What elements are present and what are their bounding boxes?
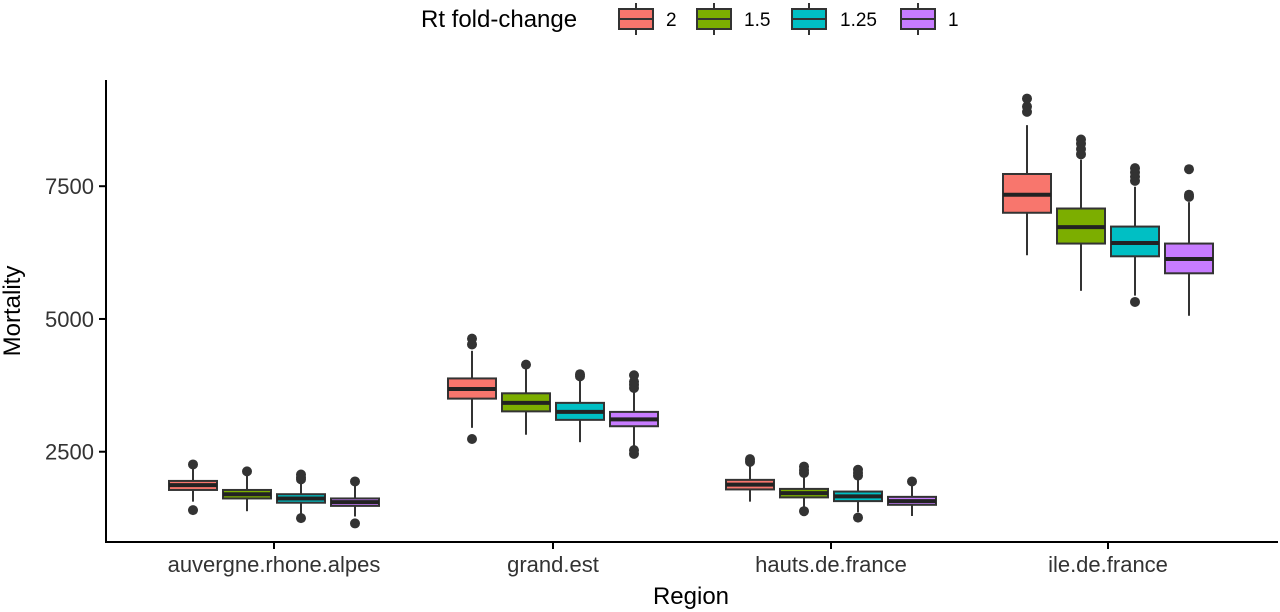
outlier-point [907,476,917,487]
box-auvergne.rhone.alpes-1.5 [222,466,272,512]
box-auvergne.rhone.alpes-1.25 [276,469,326,524]
outlier-point [1076,134,1086,145]
box-grand.est-1.5 [501,359,551,435]
outlier-point [575,369,585,380]
outlier-point [350,476,360,487]
box-ile.de.france-1 [1164,164,1214,316]
outlier-point [1022,101,1032,112]
plot-area: 2500 5000 7500 auvergne.rhone.alpes grand.e… [45,80,1278,577]
legend-label: 2 [666,10,677,31]
outlier-point [1184,189,1194,200]
outlier-point [629,370,639,381]
outlier-point [188,505,198,516]
outlier-point [242,466,252,477]
y-axis-ticks: 2500 5000 7500 [45,174,106,465]
x-tick-label: grand.est [507,552,599,577]
box-ile.de.france-1.25 [1110,163,1160,307]
legend-item-1.25: 1.25 [791,3,877,35]
outlier-point [350,518,360,529]
outlier-point [521,359,531,370]
legend-label: 1 [948,10,959,31]
box-ile.de.france-2 [1002,93,1052,256]
y-axis-title: Mortality [0,266,26,357]
outlier-point [799,506,809,517]
outlier-point [799,461,809,472]
box-auvergne.rhone.alpes-2 [168,459,218,516]
legend-label: 1.5 [744,10,770,31]
outlier-point [745,454,755,465]
legend-item-1: 1 [900,3,959,35]
box-ile.de.france-1.5 [1056,134,1106,291]
legend-item-1.5: 1.5 [696,3,770,35]
boxes-layer [168,93,1214,529]
legend-label: 1.25 [840,10,877,31]
outlier-point [853,464,863,475]
box-hauts.de.france-2 [725,454,775,502]
outlier-point [629,445,639,456]
box-auvergne.rhone.alpes-1 [330,476,380,529]
x-axis-title: Region [653,583,729,610]
y-tick-label: 2500 [45,440,94,465]
outlier-point [1130,163,1140,174]
x-tick-label: auvergne.rhone.alpes [168,552,381,577]
outlier-point [296,513,306,524]
box-grand.est-2 [447,333,497,444]
x-tick-label: ile.de.france [1048,552,1168,577]
legend: Rt fold-change 2 1.5 1.25 1 [421,3,959,35]
outlier-point [1130,296,1140,307]
box-hauts.de.france-1.5 [779,461,829,517]
y-tick-label: 5000 [45,307,94,332]
outlier-point [296,469,306,480]
outlier-point [853,512,863,523]
outlier-point [467,333,477,344]
x-tick-label: hauts.de.france [755,552,907,577]
outlier-point [1022,93,1032,104]
x-axis-ticks: auvergne.rhone.alpes grand.est hauts.de.fr… [168,542,1168,577]
box-grand.est-1.25 [555,369,605,443]
legend-title: Rt fold-change [421,6,577,33]
box-grand.est-1 [609,370,659,459]
legend-items: 2 1.5 1.25 1 [618,3,959,35]
legend-item-2: 2 [618,3,677,35]
outlier-point [467,433,477,444]
box-hauts.de.france-1 [887,476,937,516]
outlier-point [1184,164,1194,175]
box-hauts.de.france-1.25 [833,464,883,523]
y-tick-label: 7500 [45,174,94,199]
outlier-point [188,459,198,470]
